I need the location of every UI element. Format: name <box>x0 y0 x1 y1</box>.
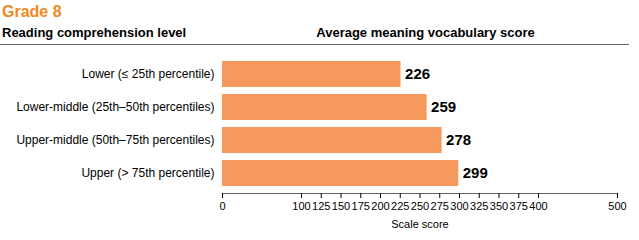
svg-text:299: 299 <box>463 164 488 181</box>
svg-text:200: 200 <box>371 200 389 212</box>
svg-text:Lower (≤ 25th percentile): Lower (≤ 25th percentile) <box>82 67 215 81</box>
svg-text:500: 500 <box>608 200 626 212</box>
svg-text:125: 125 <box>312 200 330 212</box>
svg-text:226: 226 <box>405 65 430 82</box>
svg-text:175: 175 <box>352 200 370 212</box>
svg-text:150: 150 <box>332 200 350 212</box>
svg-text:0: 0 <box>219 200 225 212</box>
svg-text:250: 250 <box>411 200 429 212</box>
svg-text:325: 325 <box>470 200 488 212</box>
svg-text:Lower-middle (25th–50th percen: Lower-middle (25th–50th percentiles) <box>16 100 214 114</box>
svg-text:Scale score: Scale score <box>391 218 448 230</box>
svg-text:100: 100 <box>292 200 310 212</box>
svg-text:400: 400 <box>529 200 547 212</box>
svg-text:350: 350 <box>490 200 508 212</box>
svg-text:259: 259 <box>431 98 456 115</box>
svg-text:300: 300 <box>450 200 468 212</box>
html-text:Grade 8: Grade 8 <box>2 3 62 20</box>
html-text:Reading comprehension level: Reading comprehension level <box>2 25 187 40</box>
svg-text:Upper-middle (50th–75th percen: Upper-middle (50th–75th percentiles) <box>16 133 214 147</box>
html-text:Average meaning vocabulary sco: Average meaning vocabulary score <box>316 25 535 40</box>
svg-text:275: 275 <box>431 200 449 212</box>
svg-text:278: 278 <box>446 131 471 148</box>
svg-text:Upper (> 75th percentile): Upper (> 75th percentile) <box>81 166 214 180</box>
svg-text:225: 225 <box>391 200 409 212</box>
svg-text:375: 375 <box>510 200 528 212</box>
